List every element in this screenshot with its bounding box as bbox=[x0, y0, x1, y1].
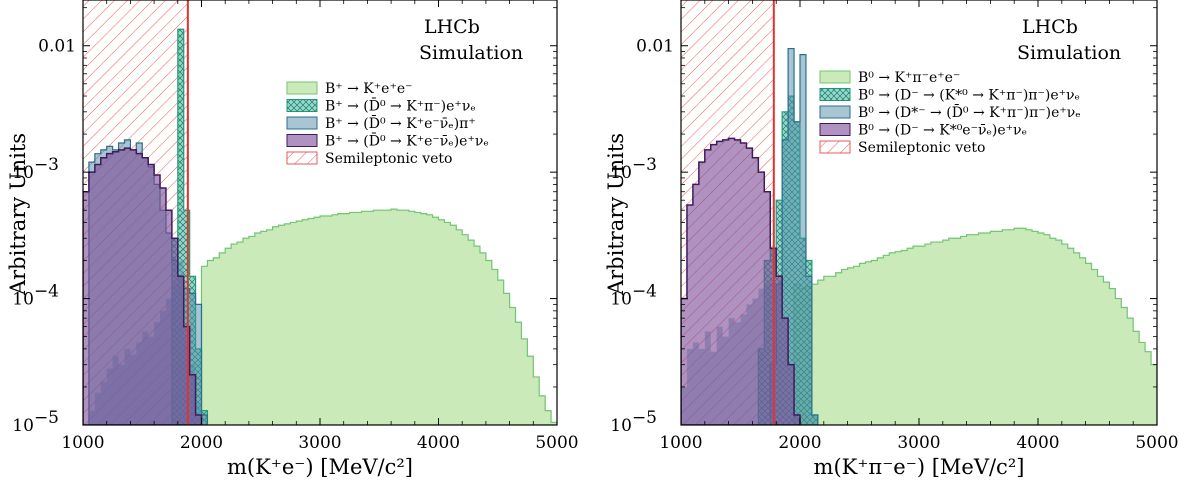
left-x-tick-label: 4000 bbox=[417, 433, 460, 453]
right-legend-label: B⁰ → (D⁻ → (K*⁰ → K⁺π⁻)π⁻)e⁺νₑ bbox=[858, 88, 1080, 104]
left-series-green-histogram-outline bbox=[200, 208, 557, 425]
right-panel: Arbitrary Units m(K⁺π⁻e⁻) [MeV/c²] LHCb … bbox=[604, 0, 1179, 479]
left-series-purple-histogram-outline bbox=[83, 147, 203, 425]
left-simulation-label: Simulation bbox=[419, 42, 523, 64]
right-legend-label: B⁰ → (D*⁻ → (D̄⁰ → K⁺π⁻)π⁻)e⁺νₑ bbox=[858, 103, 1081, 121]
right-x-tick-label: 5000 bbox=[1135, 433, 1178, 453]
left-legend-swatch-purple bbox=[286, 134, 318, 147]
left-x-tick-label: 1000 bbox=[61, 433, 104, 453]
right-x-tick-label: 1000 bbox=[659, 433, 702, 453]
left-x-tick-label: 5000 bbox=[535, 433, 578, 453]
left-legend-label: B⁺ → (D̄⁰ → K⁺π⁻)e⁺νₑ bbox=[325, 97, 476, 115]
right-legend-swatch-veto bbox=[819, 140, 851, 154]
right-x-axis-title: m(K⁺π⁻e⁻) [MeV/c²] bbox=[814, 455, 1025, 479]
right-legend-swatch-purple bbox=[819, 123, 851, 136]
left-panel: Arbitrary Units m(K⁺e⁻) [MeV/c²] LHCb Si… bbox=[6, 0, 579, 479]
left-y-tick-label: 0.01 bbox=[38, 37, 76, 57]
right-legend-swatch-steel bbox=[819, 105, 851, 119]
right-lhcb-label: LHCb bbox=[1022, 16, 1078, 38]
left-legend: B⁺ → K⁺e⁺e⁻B⁺ → (D̄⁰ → K⁺π⁻)e⁺νₑB⁺ → (D̄… bbox=[286, 81, 489, 167]
left-y-tick-exponent: −5 bbox=[34, 408, 59, 428]
left-legend-swatch-steel bbox=[286, 116, 318, 130]
right-y-tick-exponent: −3 bbox=[632, 155, 657, 175]
left-y-tick-exponent: −3 bbox=[34, 155, 59, 175]
right-series-green-histogram bbox=[794, 228, 1157, 425]
left-y-tick-label: 10−5 bbox=[12, 408, 59, 436]
right-legend-label: Semileptonic veto bbox=[858, 140, 985, 156]
right-y-tick-exponent: −4 bbox=[632, 282, 657, 302]
left-lhcb-label: LHCb bbox=[424, 16, 480, 38]
left-y-tick-exponent: −4 bbox=[34, 282, 59, 302]
left-legend-label: B⁺ → (D̄⁰ → K⁺e⁻ν̄ₑ)π⁺ bbox=[325, 114, 476, 132]
right-y-axis-title: Arbitrary Units bbox=[604, 133, 628, 296]
right-x-tick-label: 2000 bbox=[778, 433, 821, 453]
left-plot-area bbox=[83, 0, 557, 425]
right-legend-swatch-green bbox=[819, 70, 851, 84]
right-legend: B⁰ → K⁺π⁻e⁺e⁻ B⁰ → (D⁻ → (K*⁰ → K⁺π⁻)π⁻)e… bbox=[819, 70, 1081, 156]
right-x-tick-label: 4000 bbox=[1016, 433, 1059, 453]
left-x-axis-title: m(K⁺e⁻) [MeV/c²] bbox=[227, 455, 413, 479]
left-legend-label: Semileptonic veto bbox=[325, 151, 452, 167]
right-x-tick-label: 3000 bbox=[897, 433, 940, 453]
left-legend-swatch-teal bbox=[286, 99, 318, 112]
right-y-tick-label: 10−5 bbox=[610, 408, 657, 436]
right-legend-swatch-teal bbox=[819, 88, 851, 101]
left-legend-label: B⁺ → (D̄⁰ → K⁺e⁻ν̄ₑ)e⁺νₑ bbox=[325, 132, 489, 150]
right-series-green-histogram-outline bbox=[793, 227, 1157, 425]
left-legend-swatch-green bbox=[286, 81, 318, 95]
right-plot-area bbox=[681, 0, 1157, 425]
right-legend-label: B⁰ → K⁺π⁻e⁺e⁻ bbox=[858, 70, 960, 86]
left-series-green-histogram bbox=[201, 209, 557, 425]
right-legend-label: B⁰ → (D⁻ → K*⁰e⁻ν̄ₑ)e⁺νₑ bbox=[858, 123, 1027, 139]
left-x-tick-label: 2000 bbox=[180, 433, 223, 453]
right-y-tick-label: 0.01 bbox=[636, 37, 674, 57]
right-y-tick-exponent: −5 bbox=[632, 408, 657, 428]
right-series-purple-histogram-outline bbox=[681, 137, 801, 425]
left-y-axis-title: Arbitrary Units bbox=[6, 133, 30, 296]
left-legend-swatch-veto bbox=[286, 151, 318, 165]
left-x-tick-label: 3000 bbox=[298, 433, 341, 453]
left-legend-label: B⁺ → K⁺e⁺e⁻ bbox=[325, 81, 413, 97]
right-simulation-label: Simulation bbox=[1017, 42, 1121, 64]
